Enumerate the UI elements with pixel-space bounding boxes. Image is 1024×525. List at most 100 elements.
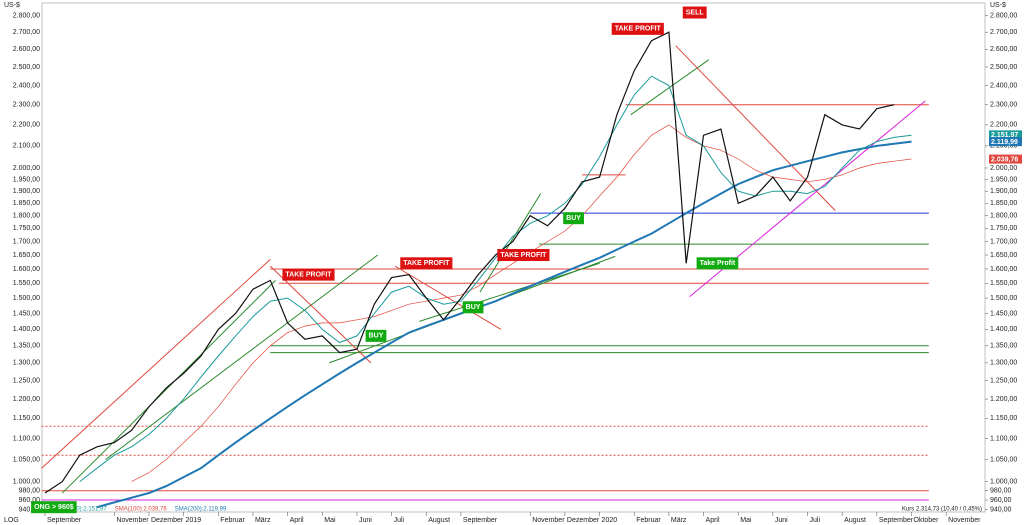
y-tick-label: 1.200,00 [13,396,40,403]
y-tick-label-right: 1.300,00 [990,360,1017,367]
y-tick-label: 960,00 [19,497,41,504]
y-tick-label: 1.700,00 [13,238,40,245]
scale-mode: LOG [4,517,19,524]
x-tick-label: Mai [740,517,752,524]
y-tick-label: 2.400,00 [13,82,40,89]
y-tick-label-right: 2.500,00 [990,64,1017,71]
x-tick-label: Februar [220,517,245,524]
x-tick-label: April [290,517,304,524]
y-tick-label-right: 940,00 [990,506,1012,513]
y-tick-label: 1.550,00 [13,280,40,287]
y-tick-label-right: 1.100,00 [990,435,1017,442]
y-tick-label-right: 980,00 [990,488,1012,495]
annotation-text: BUY [369,333,384,340]
y-tick-label: 1.400,00 [13,326,40,333]
trend-line [269,265,372,364]
price-tag [989,154,1022,164]
y-tick-label-right: 1.250,00 [990,377,1017,384]
trend-line [105,254,379,460]
legend-entry: SMA(50):2.151,97 [58,507,107,513]
annotation-box [682,6,707,19]
y-tick-label: 1.950,00 [13,176,40,183]
x-tick-label: Juli [394,517,405,524]
annotation-box [611,22,664,35]
y-tick-label: 940,00 [19,506,41,513]
y-tick-label-right: 1.000,00 [990,478,1017,485]
y-tick-label-right: 2.800,00 [990,13,1017,20]
y-tick-label-right: 1.700,00 [990,238,1017,245]
x-tick-label: 2019 [186,517,202,524]
y-tick-label: 1.850,00 [13,200,40,207]
annotation-box [282,268,335,281]
annotation-text: TAKE PROFIT [615,26,662,33]
y-tick-label-right: 1.450,00 [990,310,1017,317]
y-tick-label-right: 2.300,00 [990,102,1017,109]
y-tick-label: 1.300,00 [13,360,40,367]
x-tick-label: April [706,517,720,524]
y-tick-label-right: 1.400,00 [990,326,1017,333]
x-tick-label: Juni [775,517,788,524]
price-tag-label: 2.039,76 [991,156,1018,163]
y-tick-label: 2.000,00 [13,165,40,172]
y-tick-label-right: 1.550,00 [990,280,1017,287]
x-tick-label: August [844,517,866,524]
y-tick-label: 1.050,00 [13,456,40,463]
price-tag-label: 2.119,99 [991,139,1018,146]
y-tick-label: 2.600,00 [13,46,40,53]
annotation-box [563,212,584,225]
y-tick-label: 1.000,00 [13,478,40,485]
annotation-box [31,501,77,514]
x-tick-label: Oktober [914,517,940,524]
series-line [44,31,895,494]
price-tag [989,137,1022,147]
x-tick-label: Mai [324,517,336,524]
annotation-box [365,329,387,342]
y-tick-label: 2.300,00 [13,102,40,109]
y-tick-label-right: 1.750,00 [990,225,1017,232]
x-tick-label: März [671,517,687,524]
annotation-box [696,257,739,270]
y-tick-label-right: 2.600,00 [990,46,1017,53]
x-tick-label: Juni [359,517,372,524]
y-tick-label: 2.800,00 [13,13,40,20]
x-tick-label: September [463,517,498,524]
legend-entry: SMA(200):2.119,99 [175,507,227,513]
x-tick-label: März [255,517,271,524]
price-tag [989,130,1022,140]
annotation-text: BUY [466,304,481,311]
y-tick-label-right: 2.200,00 [990,122,1017,129]
y-tick-label: 1.450,00 [13,310,40,317]
y-tick-label: 2.500,00 [13,64,40,71]
y-tick-label: 1.100,00 [13,435,40,442]
y-tick-label-right: 1.950,00 [990,176,1017,183]
currency-left: US-$ [4,2,20,9]
y-tick-label-right: 1.150,00 [990,415,1017,422]
y-tick-label: 1.150,00 [13,415,40,422]
annotation-text: TAKE PROFIT [500,252,547,259]
y-tick-label-right: 2.700,00 [990,29,1017,36]
x-tick-label: November [948,517,981,524]
x-tick-label: November [116,517,149,524]
y-tick-label-right: 2.400,00 [990,82,1017,89]
trend-line [394,265,502,330]
x-tick-label: Dezember [567,517,600,524]
trend-line [41,259,271,469]
y-tick-label: 1.650,00 [13,252,40,259]
y-tick-label: 1.500,00 [13,295,40,302]
y-tick-label: 2.700,00 [13,29,40,36]
series-line [96,140,912,509]
y-tick-label: 980,00 [19,488,41,495]
y-tick-label-right: 1.850,00 [990,200,1017,207]
x-tick-label: Februar [636,517,661,524]
annotation-text: SELL [686,9,705,16]
annotation-text: TAKE PROFIT [403,260,450,267]
y-tick-label: 1.750,00 [13,225,40,232]
x-tick-label: Juli [810,517,821,524]
annotation-text: BUY [566,215,581,222]
price-tag-label: 2.151,97 [991,132,1018,139]
y-tick-label: 2.200,00 [13,122,40,129]
legend-entry: SMA(100):2.039,76 [115,507,168,513]
annotation-text: TAKE PROFIT [285,271,332,278]
y-tick-label: 1.800,00 [13,212,40,219]
